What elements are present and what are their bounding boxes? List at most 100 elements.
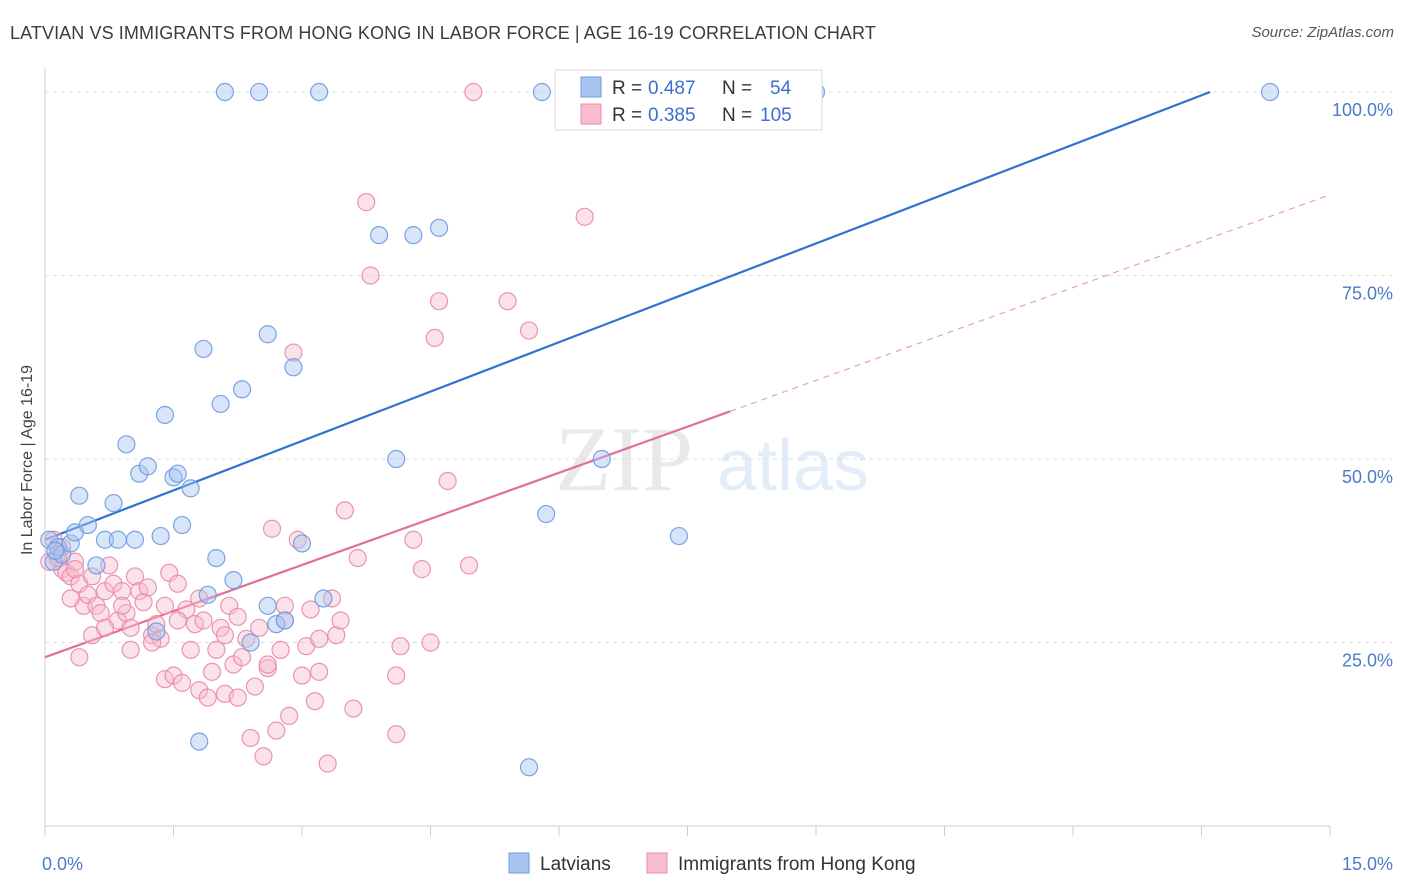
point-latvians bbox=[387, 449, 406, 469]
point-hongkong bbox=[348, 548, 367, 568]
point-latvians bbox=[181, 479, 200, 498]
point-hongkong bbox=[267, 721, 286, 740]
point-latvians bbox=[292, 534, 312, 553]
point-hongkong bbox=[310, 629, 329, 648]
point-hongkong bbox=[280, 706, 299, 726]
point-latvians bbox=[108, 530, 127, 549]
point-hongkong bbox=[100, 556, 119, 575]
point-hongkong bbox=[305, 692, 324, 711]
point-hongkong bbox=[387, 725, 406, 744]
point-latvians bbox=[241, 633, 260, 652]
point-latvians bbox=[232, 380, 252, 399]
trend-line-extension bbox=[730, 194, 1331, 412]
point-hongkong bbox=[138, 578, 157, 597]
point-hongkong bbox=[198, 688, 217, 707]
point-hongkong bbox=[498, 292, 517, 311]
point-latvians bbox=[125, 530, 145, 549]
y-tick-label: 25.0% bbox=[1342, 651, 1393, 671]
point-latvians bbox=[275, 611, 294, 630]
point-hongkong bbox=[519, 321, 539, 340]
y-ticks: 25.0% 50.0% 75.0% 100.0% bbox=[1332, 100, 1393, 670]
legend-r-label: R = bbox=[612, 105, 642, 126]
bottom-legend-swatch-hongkong bbox=[646, 852, 668, 874]
point-latvians bbox=[258, 596, 277, 615]
watermark: ZIP atlas bbox=[555, 408, 869, 510]
legend-n-value: 54 bbox=[770, 78, 792, 99]
point-hongkong bbox=[241, 728, 260, 748]
point-latvians bbox=[429, 218, 449, 237]
point-hongkong bbox=[335, 501, 354, 520]
point-latvians bbox=[95, 530, 115, 549]
point-latvians bbox=[138, 457, 157, 476]
point-hongkong bbox=[65, 560, 85, 579]
point-hongkong bbox=[168, 574, 187, 593]
bottom-legend-hongkong: Immigrants from Hong Kong bbox=[678, 854, 916, 875]
point-latvians bbox=[532, 82, 551, 102]
legend-n-label: N = bbox=[722, 78, 752, 99]
point-hongkong bbox=[310, 662, 329, 681]
legend-n-value: 105 bbox=[760, 105, 792, 126]
point-latvians bbox=[370, 226, 389, 245]
point-latvians bbox=[592, 449, 611, 469]
point-latvians bbox=[46, 541, 65, 560]
point-hongkong bbox=[121, 618, 140, 637]
point-hongkong bbox=[421, 633, 440, 652]
x-tick-label: 0.0% bbox=[42, 854, 83, 874]
point-hongkong bbox=[215, 626, 234, 645]
series-legend: Latvians Immigrants from Hong Kong bbox=[508, 852, 916, 875]
point-latvians bbox=[168, 464, 187, 483]
x-ticks: 0.0% 15.0% bbox=[42, 826, 1393, 874]
point-latvians bbox=[215, 82, 234, 102]
point-latvians bbox=[198, 585, 217, 604]
point-hongkong bbox=[181, 640, 200, 659]
point-hongkong bbox=[391, 637, 410, 656]
legend-swatch-hongkong bbox=[580, 103, 602, 125]
point-hongkong bbox=[357, 193, 376, 212]
bottom-legend-swatch-latvians bbox=[508, 852, 530, 874]
stats-legend: R = 0.487 N = 54 R = 0.385 N = 105 bbox=[554, 69, 823, 131]
point-hongkong bbox=[575, 207, 594, 226]
point-hongkong bbox=[147, 615, 166, 634]
gridlines bbox=[45, 91, 1392, 644]
point-hongkong bbox=[464, 82, 483, 102]
point-hongkong bbox=[95, 618, 115, 637]
chart-title: LATVIAN VS IMMIGRANTS FROM HONG KONG IN … bbox=[10, 23, 876, 43]
point-hongkong bbox=[331, 611, 350, 630]
point-latvians bbox=[211, 394, 230, 414]
point-latvians bbox=[224, 571, 243, 590]
y-axis-label: In Labor Force | Age 16-19 bbox=[19, 365, 36, 555]
legend-r-value: 0.487 bbox=[648, 78, 696, 99]
point-hongkong bbox=[134, 593, 153, 612]
point-hongkong bbox=[91, 604, 110, 623]
point-hongkong bbox=[245, 677, 264, 696]
point-latvians bbox=[117, 435, 136, 454]
trend-line-hongkong bbox=[44, 410, 731, 659]
point-latvians bbox=[284, 358, 303, 377]
point-hongkong bbox=[387, 666, 406, 685]
legend-r-label: R = bbox=[612, 78, 642, 99]
point-hongkong bbox=[125, 567, 145, 586]
data-points bbox=[40, 82, 1280, 777]
point-hongkong bbox=[438, 471, 457, 491]
point-hongkong bbox=[271, 640, 290, 659]
point-latvians bbox=[70, 486, 89, 505]
point-hongkong bbox=[155, 596, 175, 615]
point-hongkong bbox=[404, 530, 423, 549]
point-latvians bbox=[404, 226, 423, 245]
point-latvians bbox=[519, 758, 539, 777]
point-latvians bbox=[147, 622, 166, 641]
point-latvians bbox=[172, 515, 192, 535]
point-hongkong bbox=[202, 662, 222, 681]
point-hongkong bbox=[262, 519, 282, 538]
point-latvians bbox=[537, 504, 556, 524]
point-latvians bbox=[250, 82, 269, 102]
point-hongkong bbox=[172, 673, 192, 692]
point-hongkong bbox=[112, 596, 132, 615]
point-hongkong bbox=[284, 343, 303, 362]
point-latvians bbox=[151, 526, 170, 546]
point-latvians bbox=[104, 493, 123, 513]
y-tick-label: 50.0% bbox=[1342, 467, 1393, 487]
point-hongkong bbox=[83, 567, 102, 586]
watermark-atlas: atlas bbox=[717, 426, 869, 506]
